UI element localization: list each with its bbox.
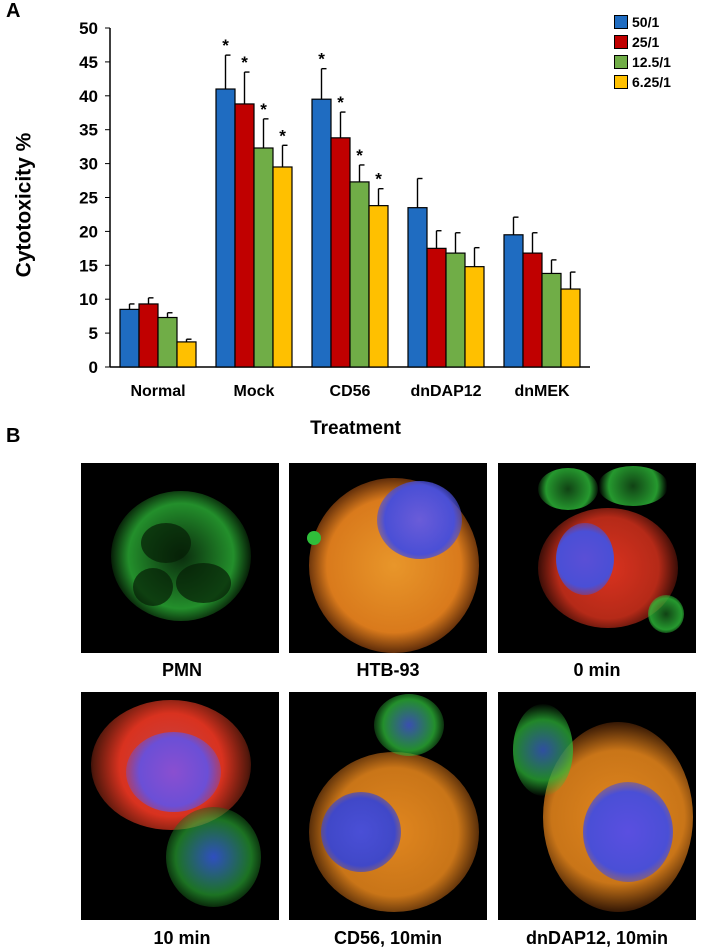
- panel-b-label: B: [6, 425, 21, 447]
- y-tick-label: 35: [79, 121, 98, 140]
- legend-swatch-6-25-1: [614, 75, 628, 89]
- y-tick-label: 45: [79, 53, 98, 72]
- y-tick-label: 50: [79, 19, 98, 38]
- bar: [445, 252, 466, 368]
- bar: [503, 234, 524, 368]
- significance-marker: *: [318, 50, 325, 69]
- bar: [234, 103, 255, 368]
- panel-a-label: A: [6, 0, 21, 22]
- significance-marker: *: [260, 100, 267, 119]
- effector-cell: [598, 466, 668, 506]
- nucleus: [583, 782, 673, 882]
- micrograph-htb93: [289, 463, 487, 653]
- bar: [157, 316, 178, 368]
- micrograph-10min: [81, 692, 279, 920]
- y-tick-label: 40: [79, 87, 98, 106]
- micrograph-0min: [498, 463, 696, 653]
- legend-swatch-50-1: [614, 15, 628, 29]
- bar: [176, 341, 197, 368]
- bar: [330, 137, 351, 368]
- green-speck: [307, 531, 321, 545]
- chart-legend: 50/1 25/1 12.5/1 6.25/1: [614, 12, 671, 92]
- x-tick-label: dnMEK: [514, 383, 570, 400]
- legend-label: 6.25/1: [632, 74, 671, 90]
- micrograph-caption: PMN: [162, 660, 202, 680]
- micrograph-pmn: [81, 463, 279, 653]
- bar: [522, 252, 543, 368]
- nucleus: [377, 481, 462, 559]
- bar: [368, 205, 389, 368]
- nucleus-lobe: [176, 563, 231, 603]
- nucleus: [321, 792, 401, 872]
- bar: [311, 98, 332, 368]
- bar: [349, 181, 370, 368]
- effector-cell: [374, 694, 444, 756]
- micrograph-dndap12-10min: [498, 692, 696, 920]
- legend-item-25-1: 25/1: [614, 32, 671, 52]
- effector-cell: [513, 704, 573, 796]
- bar: [560, 288, 581, 368]
- micrograph-caption: dnDAP12, 10min: [525, 928, 669, 948]
- x-axis-label: Treatment: [310, 418, 401, 439]
- nucleus: [126, 732, 221, 812]
- significance-marker: *: [356, 146, 363, 165]
- bar: [215, 88, 236, 368]
- bar: [272, 166, 293, 368]
- x-tick-label: CD56: [330, 383, 371, 400]
- effector-cell: [648, 595, 684, 633]
- x-tick-label: dnDAP12: [410, 383, 481, 400]
- significance-marker: *: [337, 93, 344, 112]
- significance-marker: *: [222, 36, 229, 55]
- legend-swatch-12-5-1: [614, 55, 628, 69]
- y-tick-label: 25: [79, 189, 98, 208]
- bar: [119, 308, 140, 368]
- y-axis-label: Cytotoxicity %: [13, 132, 36, 277]
- significance-marker: *: [375, 170, 382, 189]
- y-tick-label: 5: [89, 324, 98, 343]
- nucleus-lobe: [141, 523, 191, 563]
- bar: [464, 266, 485, 368]
- y-tick-label: 20: [79, 222, 98, 241]
- significance-marker: *: [241, 53, 248, 72]
- legend-label: 25/1: [632, 34, 660, 50]
- effector-cell: [166, 807, 261, 907]
- bar: [138, 303, 159, 368]
- x-tick-label: Normal: [130, 383, 185, 400]
- micrograph-caption: CD56, 10min: [333, 928, 443, 948]
- bar: [541, 272, 562, 368]
- significance-marker: *: [279, 126, 286, 145]
- svg-text:Cytotoxicity %: Cytotoxicity %: [13, 132, 36, 277]
- x-tick-label: Mock: [234, 383, 275, 400]
- legend-item-6-25-1: 6.25/1: [614, 72, 671, 92]
- bar: [426, 247, 447, 368]
- legend-label: 50/1: [632, 14, 660, 30]
- legend-item-12-5-1: 12.5/1: [614, 52, 671, 72]
- y-tick-label: 30: [79, 155, 98, 174]
- legend-label: 12.5/1: [632, 54, 671, 70]
- effector-cell: [538, 468, 598, 510]
- bar: [407, 207, 428, 368]
- legend-swatch-25-1: [614, 35, 628, 49]
- y-tick-label: 0: [89, 358, 98, 377]
- micrograph-caption: HTB-93: [356, 660, 420, 680]
- micrograph-caption: 0 min: [573, 660, 621, 680]
- cytotoxicity-bar-chart: 0 5 10 15 20 25 30 35 40 45 50 Normal * * * * Mock * * * * CD…: [79, 19, 590, 400]
- y-tick-label: 15: [79, 256, 98, 275]
- nucleus-lobe: [133, 568, 173, 606]
- y-tick-label: 10: [79, 290, 98, 309]
- micrograph-caption: 10 min: [153, 928, 211, 948]
- micrograph-cd56-10min: [289, 692, 487, 920]
- legend-item-50-1: 50/1: [614, 12, 671, 32]
- bar: [253, 147, 274, 368]
- nucleus: [556, 523, 614, 595]
